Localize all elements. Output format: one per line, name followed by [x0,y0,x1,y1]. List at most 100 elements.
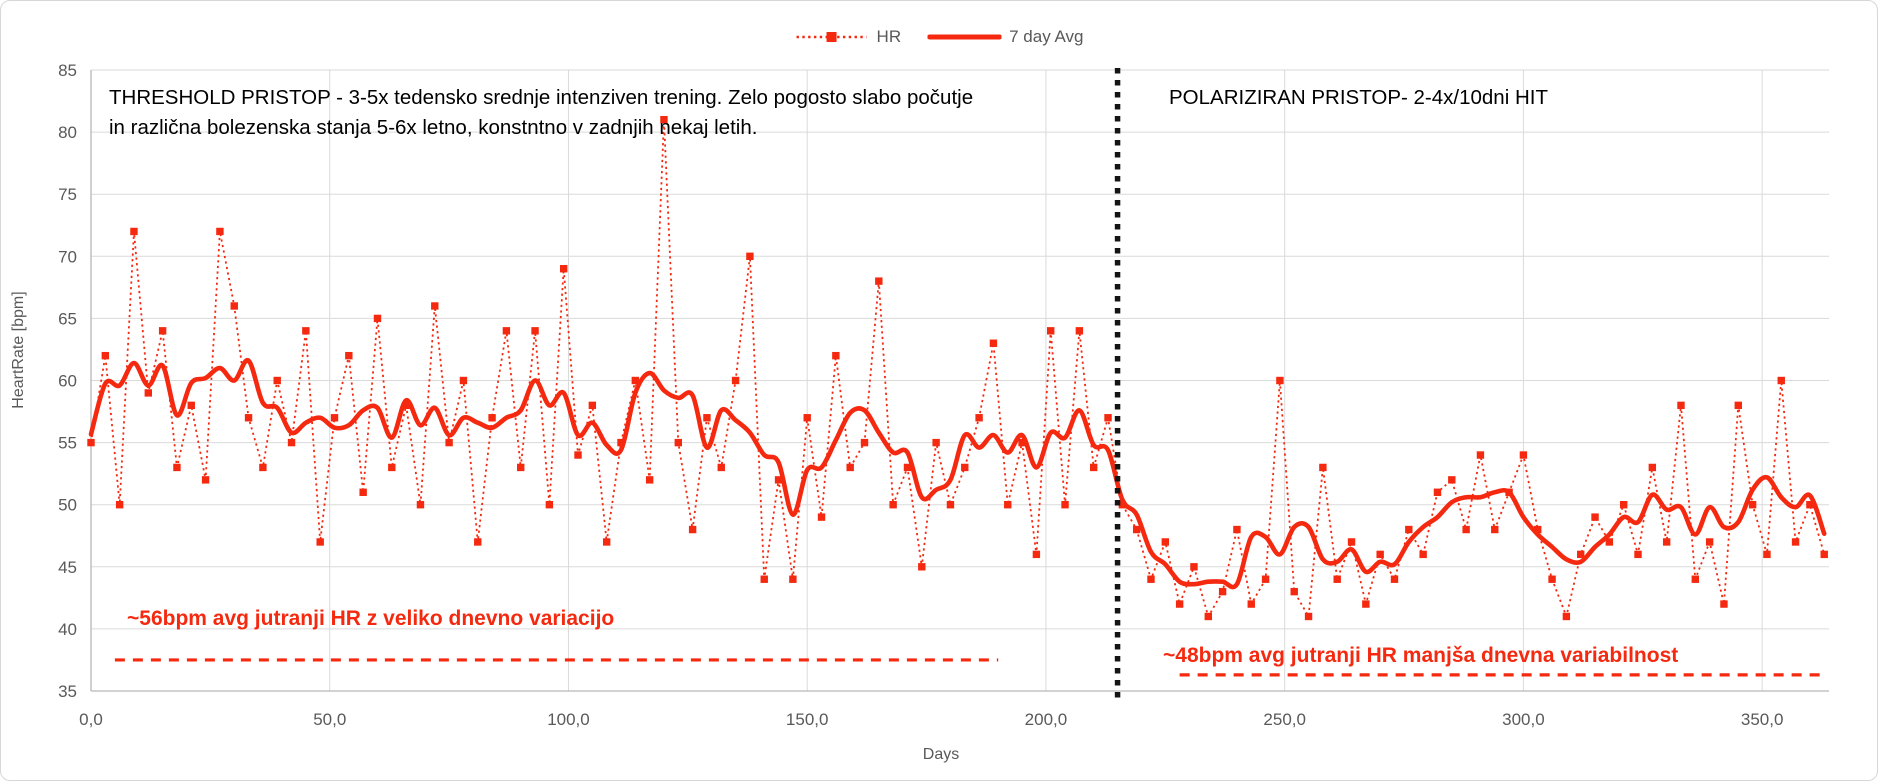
hr-marker [1032,550,1041,559]
hr-marker [230,302,238,310]
y-tick-label: 55 [58,434,77,453]
hr-marker [961,463,969,472]
hr-marker [660,115,668,124]
hr-marker [731,376,740,385]
hr-marker [932,438,940,447]
hr-marker [1791,538,1800,546]
hr-marker [1591,513,1599,521]
hr-marker [574,451,582,459]
hr-marker [1247,600,1255,608]
avg48-annotation: ~48bpm avg jutranji HR manjša dnevna var… [1163,644,1679,667]
hr-marker [1577,550,1585,559]
hr-marker [1548,575,1556,583]
hr-marker [488,414,496,422]
hr-marker [1677,401,1685,410]
hr-marker [101,351,110,360]
hr-marker [517,463,525,472]
hr-marker [860,438,869,447]
y-tick-label: 50 [58,496,77,515]
y-tick-label: 40 [58,620,77,639]
hr-marker [1734,401,1742,410]
hr-marker [1218,587,1227,596]
hr-marker [187,401,195,410]
hr-marker [1190,563,1198,571]
hr-marker [201,476,210,484]
hr-marker [1118,501,1127,509]
hr-marker [474,538,482,546]
hr-marker [273,376,281,385]
hr-marker [1304,612,1313,621]
hr-marker [316,538,324,546]
hr-marker [373,314,382,323]
hr-marker [559,265,568,273]
hr-marker [1233,525,1241,534]
x-tick-label: 100,0 [547,710,590,729]
hr-marker [789,575,797,583]
threshold-annotation: THRESHOLD PRISTOP - 3-5x tedensko srednj… [109,83,973,143]
hr-marker [1763,550,1771,559]
hr-marker [875,277,883,285]
legend-hr-label: HR [876,27,902,46]
hr-marker [1075,327,1084,335]
hr-marker [846,463,854,472]
hr-marker [989,339,998,347]
hr-marker [1390,575,1399,583]
hr-marker [1061,501,1069,509]
x-tick-label: 200,0 [1025,710,1068,729]
hr-marker [832,351,840,360]
legend: HR 7 day Avg [795,27,1083,47]
hr-marker [1018,438,1026,447]
y-tick-label: 60 [58,372,77,391]
x-tick-label: 250,0 [1263,710,1306,729]
hr-marker [431,302,439,310]
hr-marker [173,463,181,472]
hr-marker [1419,550,1427,559]
hr-marker [1319,463,1327,472]
hr-marker [889,501,897,509]
avg-solid-line-icon [927,34,1002,40]
hr-marker [1519,451,1528,459]
y-tick-label: 85 [58,61,77,80]
hr-marker [1705,538,1714,546]
hr-marker [1047,327,1055,335]
hr-marker [1619,501,1628,509]
hr-marker [87,438,95,447]
avg-line [88,358,1827,590]
hr-marker [1806,501,1814,509]
hr-marker [330,414,339,422]
hr-marker [1820,550,1828,559]
x-tick-label: 350,0 [1741,710,1784,729]
hr-marker [1204,612,1212,621]
hr-marker [1433,488,1442,496]
hr-marker [903,463,912,472]
hr-marker [1376,550,1384,559]
hr-marker [402,401,410,410]
y-tick-label: 70 [58,247,77,266]
threshold-annotation-line2: in različna bolezenska stanja 5-6x letno… [109,116,758,139]
hr-marker [946,501,955,509]
hr-dotted-marker-icon [796,32,867,42]
hr-marker [645,476,654,484]
hr-marker [158,327,167,335]
x-tick-label: 0,0 [79,710,103,729]
hr-marker [244,414,253,422]
hr-marker [445,438,453,447]
hr-marker [545,501,554,509]
hr-marker [1147,575,1155,583]
threshold-annotation-line1: THRESHOLD PRISTOP - 3-5x tedensko srednj… [109,86,974,109]
hr-marker [918,563,926,571]
y-tick-label: 35 [58,682,77,701]
hr-marker [459,376,468,385]
hr-marker [130,227,138,236]
hr-marker [416,501,425,509]
hr-marker [774,476,783,484]
hr-marker [359,488,367,496]
hr-marker [1347,538,1356,546]
hr-marker [1104,414,1112,422]
hr-marker [1175,600,1184,608]
hr-marker [688,525,697,534]
polarized-annotation: POLARIZIRAN PRISTOP- 2-4x/10dni HIT [1169,86,1548,109]
hr-marker [674,438,682,447]
hr-marker [1648,463,1657,472]
